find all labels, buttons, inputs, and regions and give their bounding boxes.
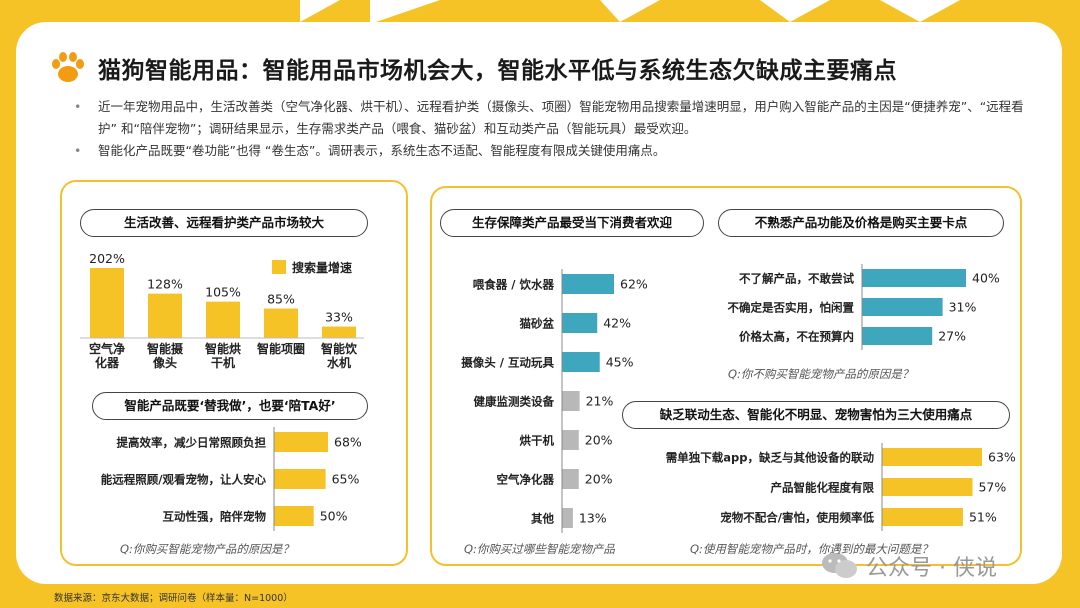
data-label: 51% [969,510,997,525]
bar [882,508,963,526]
bar [148,293,182,338]
category-label: 空气净 [89,341,125,356]
chart-title-usage-pain-points: 缺乏联动生态、智能化不明显、宠物害怕为三大使用痛点 [622,401,1010,429]
data-label: 13% [579,511,607,526]
bar [562,352,600,372]
category-label: 健康监测类设备 [474,395,555,409]
bullet-dot: • [74,143,82,158]
category-label: 能远程照顾/观看宠物，让人安心 [101,473,267,487]
summary-bullets: • 近一年宠物用品中，生活改善类（空气净化器、烘干机）、远程看护类（摄像头、项圈… [72,96,1032,162]
category-label: 水机 [327,355,351,370]
category-label: 智能摄 [146,341,184,356]
summary-bullet: • 近一年宠物用品中，生活改善类（空气净化器、烘干机）、远程看护类（摄像头、项圈… [72,96,1032,140]
category-label: 不确定是否实用，怕闲置 [728,301,855,315]
bar [562,313,598,333]
usage-pain-points-chart: 需单独下载app，缺乏与其他设备的联动 63% 产品智能化程度有限 57% 宠物不配合/… [666,443,1016,531]
data-label: 33% [325,310,353,325]
watermark-text: 公众号 · 侠说 [866,556,997,581]
bar [562,469,579,489]
category-label: 其他 [531,512,554,526]
chart-title-search-growth: 生活改善、远程看护类产品市场较大 [80,209,368,237]
category-label: 宠物不配合/害怕，使用频率低 [720,511,874,525]
category-label: 喂食器 / 饮水器 [473,278,555,292]
bar [862,269,966,287]
bar [562,508,573,528]
question-not-buy-reasons: Q:你不购买智能宠物产品的原因是？ [728,367,914,381]
bar [882,478,973,496]
category-label: 化器 [95,355,120,370]
chart-title-not-buy-reasons: 不熟悉产品功能及价格是购买主要卡点 [718,209,1004,237]
data-label: 105% [205,285,241,300]
category-label: 猫砂盆 [520,317,555,331]
category-label: 摄像头 / 互动玩具 [461,356,554,370]
bar [264,308,298,338]
bar [882,448,982,466]
left-panel [60,180,408,566]
bar [562,274,614,294]
category-label: 提高效率，减少日常照顾负担 [117,436,267,450]
bullet-dot: • [74,99,82,114]
bar [862,298,943,316]
not-buy-reasons-chart: 不了解产品，不敢尝试 40% 不确定是否实用，怕闲置 31% 价格太高，不在预算内 27% [728,264,1000,350]
right-panel [430,186,1022,566]
bar [322,326,356,338]
category-label: 互动性强，陪伴宠物 [163,510,267,524]
category-label: 智能烘 [204,341,241,356]
data-label: 20% [585,472,613,487]
summary-bullet: • 智能化产品既要“卷功能”也得 “卷生态”。调研表示，系统生态不适配、智能程度… [72,140,1032,162]
bar [274,506,314,526]
bar [862,327,933,345]
data-label: 57% [978,480,1006,495]
data-label: 202% [89,251,125,266]
data-label: 40% [972,271,1000,286]
title-row: 猫狗智能用品：智能用品市场机会大，智能水平低与系统生态欠缺成主要痛点 [50,48,897,88]
bar [206,301,240,338]
bar [90,268,124,338]
chart-title-purchase-reasons: 智能产品既要‘替我做’，也要‘陪TA好’ [92,392,368,420]
category-label: 烘干机 [520,434,555,448]
category-label: 智能项圈 [256,341,305,356]
data-label: 42% [603,316,631,331]
chart-title-products-bought: 生存保障类产品最受当下消费者欢迎 [440,209,704,237]
legend-swatch [272,260,286,274]
data-label: 85% [267,292,295,307]
data-label: 31% [949,300,977,315]
bar [274,432,328,452]
legend-label: 搜索量增速 [292,260,352,275]
data-label: 50% [320,509,348,524]
question-purchase-reasons: Q:你购买智能宠物产品的原因是？ [120,542,294,556]
data-label: 68% [334,435,362,450]
category-label: 价格太高，不在预算内 [739,330,854,344]
data-label: 21% [586,394,614,409]
purchase-reasons-chart: 提高效率，减少日常照顾负担 68% 能远程照顾/观看宠物，让人安心 65% 互动性强，陪… [101,427,362,531]
bar [562,430,579,450]
data-source: 数据来源：京东大数据；调研问卷（样本量：N=1000） [54,593,293,604]
category-label: 像头 [153,355,177,370]
data-label: 20% [585,433,613,448]
data-label: 63% [988,450,1016,465]
page-title: 猫狗智能用品：智能用品市场机会大，智能水平低与系统生态欠缺成主要痛点 [98,58,897,84]
products-bought-chart: 喂食器 / 饮水器 62% 猫砂盆 42% 摄像头 / 互动玩具 45% 健康监测类设备 21… [461,269,648,533]
wechat-icon [822,553,857,578]
question-products-bought: Q:你购买过哪些智能宠物产品 [464,542,615,556]
category-label: 智能饮 [320,341,358,356]
category-label: 空气净化器 [497,473,555,487]
question-usage-pain-points: Q:使用智能宠物产品时，你遇到的最大问题是？ [690,542,933,556]
category-label: 需单独下载app，缺乏与其他设备的联动 [666,451,875,465]
data-label: 65% [332,472,360,487]
bullet-text: 智能化产品既要“卷功能”也得 “卷生态”。调研表示，系统生态不适配、智能程度有限… [98,143,666,158]
paw-icon [52,52,84,82]
bar [562,391,580,411]
bar [274,469,326,489]
category-label: 不了解产品，不敢尝试 [739,272,854,286]
data-label: 45% [606,355,634,370]
data-label: 27% [938,329,966,344]
category-label: 干机 [211,355,235,370]
watermark: 公众号 · 侠说 [820,550,997,582]
bullet-text: 近一年宠物用品中，生活改善类（空气净化器、烘干机）、远程看护类（摄像头、项圈）智… [98,99,1024,136]
category-label: 产品智能化程度有限 [771,481,875,495]
data-label: 62% [620,277,648,292]
data-label: 128% [147,277,183,292]
